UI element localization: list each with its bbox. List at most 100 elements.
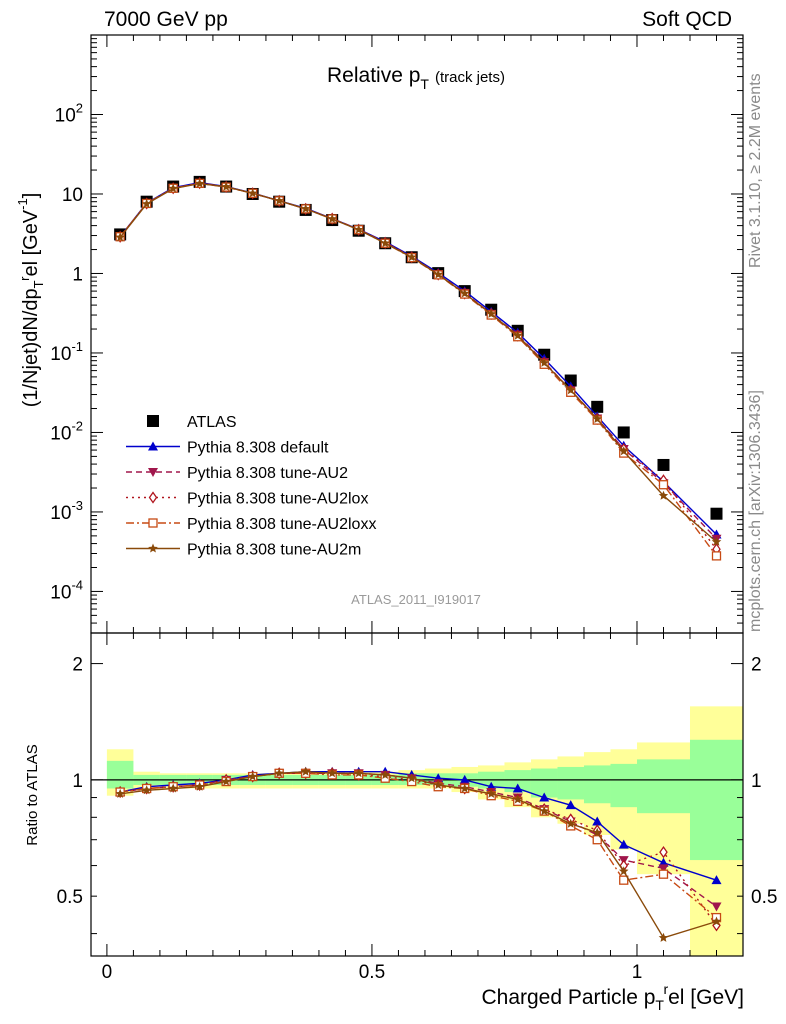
main-point <box>711 551 722 561</box>
main-point <box>247 188 258 198</box>
header-left-label: 7000 GeV pp <box>104 8 228 31</box>
x-tick-label: 0.5 <box>359 962 385 983</box>
ratio-point <box>433 780 443 789</box>
main-point <box>539 357 549 367</box>
green-band-bin <box>636 759 690 814</box>
green-band-bin <box>610 763 637 808</box>
ratio-point <box>659 846 668 859</box>
ratio-y-tick-label-right: 0.5 <box>751 887 777 908</box>
main-point <box>115 232 125 242</box>
green-band-bin <box>689 739 743 861</box>
ratio-point <box>592 827 602 837</box>
main-point <box>221 181 231 191</box>
mcplots-credit-label: mcplots.cern.ch [arXiv:1306.3436] <box>747 390 764 632</box>
ratio-point <box>460 783 470 793</box>
y-tick-label: 1 <box>72 264 83 285</box>
header-right-label: Soft QCD <box>642 8 732 31</box>
ratio-point <box>565 800 576 810</box>
ratio-point <box>658 869 669 879</box>
ratio-point <box>658 864 669 874</box>
main-point <box>617 426 630 439</box>
main-point <box>711 536 722 546</box>
ratio-series-4 <box>115 766 722 942</box>
y-tick-label: 10-3 <box>50 498 83 524</box>
y-tick-label: 102 <box>55 100 83 126</box>
ratio-point <box>658 932 669 942</box>
legend-marker <box>148 518 158 528</box>
legend-label: ATLAS <box>187 414 237 431</box>
ratio-point <box>618 839 629 849</box>
ratio-point <box>194 781 205 791</box>
ratio-point <box>168 783 178 793</box>
ratio-uncertainty-bands <box>91 706 743 956</box>
main-series-line <box>119 182 717 543</box>
main-point <box>657 458 670 471</box>
ratio-y-tick-label-left: 0.5 <box>57 887 83 908</box>
plot-frames <box>90 34 744 957</box>
legend-entry: Pythia 8.308 tune-AU2loxx <box>126 516 376 533</box>
main-point <box>566 385 576 395</box>
legend-entry: Pythia 8.308 tune-AU2lox <box>126 491 368 508</box>
ratio-point <box>274 768 284 778</box>
ratio-plot-frame <box>90 632 744 957</box>
green-band-bin <box>106 760 134 789</box>
ratio-point <box>459 774 470 784</box>
main-series-5 <box>115 178 722 546</box>
main-series-line <box>119 182 718 540</box>
legend-marker <box>147 415 159 427</box>
legend-entry: Pythia 8.308 default <box>126 440 329 457</box>
main-point <box>194 178 205 188</box>
main-point <box>327 214 337 223</box>
legend-entry: Pythia 8.308 tune-AU2 <box>126 465 348 482</box>
ratio-point <box>539 806 549 816</box>
ratio-y-tick-label-left: 2 <box>72 655 83 676</box>
ratio-point <box>619 875 629 885</box>
main-point <box>141 198 152 208</box>
ratio-point <box>247 771 258 781</box>
x-axis-label: Charged Particle pTrel [GeV] <box>481 981 744 1013</box>
main-point <box>300 203 311 213</box>
y-tick-label: 10 <box>62 185 83 206</box>
axis-ticks: 10-4 10-3 10-2 10-1 1 10 102 0.5 0.5 1 1 2 2 0 0.5 1 <box>50 35 777 983</box>
green-band-bin <box>557 766 584 800</box>
ratio-point <box>592 816 603 826</box>
ratio-point <box>619 866 629 876</box>
main-point <box>710 507 723 520</box>
ratio-series-line <box>120 771 717 881</box>
legend-marker <box>148 441 158 451</box>
main-point <box>658 490 669 500</box>
rivet-version-label: Rivet 3.1.10, ≥ 2.2M events <box>747 73 764 268</box>
ratio-point <box>513 794 523 804</box>
ratio-point <box>300 766 311 776</box>
y-tick-label: 10-1 <box>50 339 83 365</box>
legend-marker <box>148 543 158 553</box>
green-band-bin <box>583 765 611 804</box>
legend-label: Pythia 8.308 default <box>187 440 329 457</box>
main-point <box>513 330 523 340</box>
main-series-1 <box>115 177 722 539</box>
ratio-y-tick-label-right: 2 <box>751 655 762 676</box>
ratio-point <box>353 768 364 778</box>
y-tick-label: 10-2 <box>50 418 83 444</box>
legend-label: Pythia 8.308 tune-AU2lox <box>187 491 368 508</box>
y-tick-label: 10-4 <box>50 577 83 603</box>
ratio-point <box>512 783 523 793</box>
x-tick-label: 1 <box>632 962 643 983</box>
ratio-series-group <box>115 766 722 942</box>
legend-label: Pythia 8.308 tune-AU2 <box>187 465 348 482</box>
ratio-point <box>141 785 152 795</box>
ratio-series-line <box>120 770 717 939</box>
main-point <box>274 195 284 205</box>
ratio-point <box>380 769 390 779</box>
ratio-point <box>327 768 337 778</box>
main-point <box>460 288 470 298</box>
ratio-series-line <box>120 772 717 919</box>
main-point <box>486 308 496 318</box>
main-point <box>658 480 669 490</box>
legend-label: Pythia 8.308 tune-AU2loxx <box>187 516 376 533</box>
main-point <box>380 238 390 248</box>
main-point <box>433 269 443 279</box>
green-band-bin <box>504 770 531 793</box>
ratio-point <box>486 788 496 798</box>
